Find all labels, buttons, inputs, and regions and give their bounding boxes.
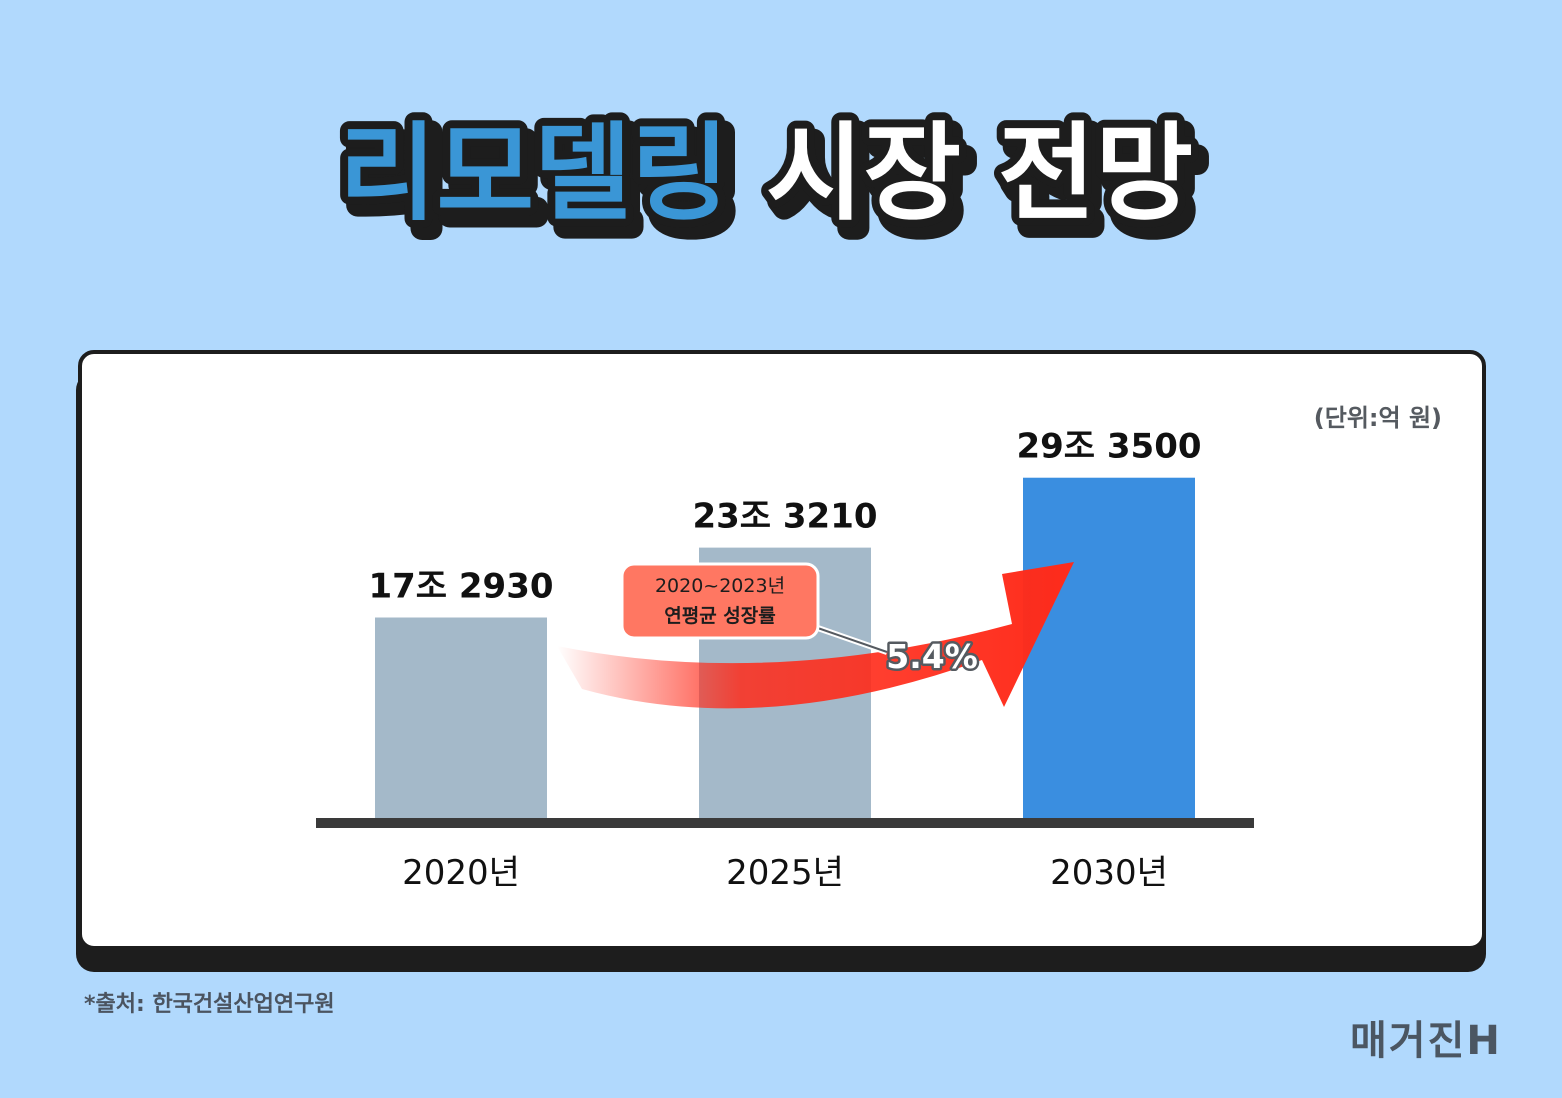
bar-0 xyxy=(375,617,547,818)
x-tick-label-1: 2025년 xyxy=(726,853,844,893)
svg-text:리모델링 시장 전망: 리모델링 시장 전망 xyxy=(339,112,1193,235)
value-label-1: 23조 3210 xyxy=(692,497,877,537)
bar-2 xyxy=(1023,477,1195,818)
value-label-0: 17조 2930 xyxy=(368,567,553,607)
source-note: *출처: 한국건설산업연구원 xyxy=(84,992,335,1017)
brand-logo: 매거진H xyxy=(1350,1018,1502,1064)
growth-rate-value: 5.4% xyxy=(886,637,978,676)
page-title: 리모델링 시장 전망 리모델링 시장 전망 리모델링 시장 전망 xyxy=(331,104,1211,254)
svg-text:리모델링 시장 전망: 리모델링 시장 전망 xyxy=(347,122,1201,245)
svg-text:리모델링 시장 전망: 리모델링 시장 전망 xyxy=(339,112,1193,235)
value-label-2: 29조 3500 xyxy=(1016,427,1201,467)
unit-label: (단위:억 원) xyxy=(1313,404,1442,432)
title-highlight: 리모델링 xyxy=(339,112,729,235)
badge-line2: 연평균 성장률 xyxy=(664,605,776,627)
growth-badge: 2020~2023년 연평균 성장률 xyxy=(620,562,820,640)
x-tick-label-2: 2030년 xyxy=(1050,853,1168,893)
bar-chart: 5.4% 2020~2023년 연평균 성장률 17조 2930 2020년 23조… xyxy=(316,427,1254,893)
title-rest: 시장 전망 xyxy=(766,112,1193,235)
chart-card: (단위:억 원) 5.4% 2020~2023년 연평균 성장률 17조 293… xyxy=(78,350,1486,950)
growth-arrow xyxy=(557,562,1074,709)
x-axis-baseline xyxy=(316,818,1254,828)
badge-line1: 2020~2023년 xyxy=(655,575,785,597)
x-tick-label-0: 2020년 xyxy=(402,853,520,893)
